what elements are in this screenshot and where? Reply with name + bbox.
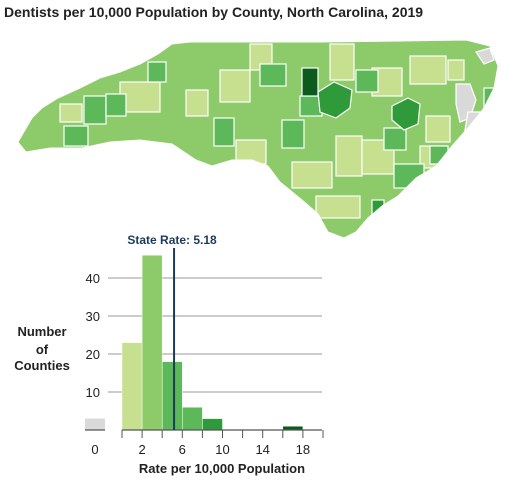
- bar-no-data: [85, 418, 105, 430]
- county-region: [447, 59, 465, 81]
- county-region: [425, 115, 451, 143]
- y-axis-title-line: of: [36, 342, 49, 357]
- histogram-bar: [121, 342, 143, 431]
- chart-title: Dentists per 10,000 Population by County…: [4, 4, 424, 20]
- county-region: [291, 161, 333, 189]
- county-region: [63, 125, 89, 147]
- axis-labels: 10 20 30 40 2 6 10 14 18 0 Rate per 10,000 Populat…: [14, 233, 310, 476]
- county-region: [391, 97, 421, 131]
- county-region: [59, 103, 83, 123]
- county-region: [147, 61, 167, 83]
- state-rate-label: State Rate: 5.18: [127, 233, 217, 247]
- county-region: [335, 135, 363, 177]
- histogram-bar: [161, 361, 183, 431]
- x-axis-title: Rate per 10,000 Population: [139, 461, 305, 476]
- county-region: [355, 69, 379, 93]
- county-region: [259, 63, 287, 87]
- no-data-tick-label: 0: [91, 442, 98, 457]
- county-region: [301, 67, 319, 97]
- x-tick-label: 10: [215, 442, 229, 457]
- x-tick-label: 18: [296, 442, 310, 457]
- county-region: [185, 89, 209, 117]
- county-region: [213, 117, 235, 147]
- county-region: [281, 119, 305, 149]
- county-region: [317, 81, 353, 119]
- county-region: [409, 55, 447, 85]
- y-axis-title-line: Counties: [14, 358, 70, 373]
- county-region: [219, 69, 251, 103]
- histogram-bar: [182, 406, 203, 431]
- county-region: [329, 43, 355, 81]
- county-region: [119, 81, 161, 113]
- histogram-bars: [85, 254, 304, 431]
- y-tick-label: 20: [86, 347, 100, 362]
- county-region: [475, 47, 495, 65]
- y-tick-label: 10: [86, 385, 100, 400]
- y-axis-title-line: Number: [17, 324, 66, 339]
- county-region: [105, 93, 127, 117]
- histogram-bar: [202, 418, 223, 431]
- histogram-bar: [141, 254, 163, 431]
- y-tick-label: 40: [86, 271, 100, 286]
- county-region: [383, 127, 407, 151]
- x-tick-label: 14: [255, 442, 269, 457]
- county-region: [315, 195, 361, 219]
- x-tick-label: 6: [179, 442, 186, 457]
- x-tick-label: 2: [138, 442, 145, 457]
- nc-county-map: [17, 39, 499, 239]
- state-outline: [17, 39, 499, 239]
- y-tick-label: 30: [86, 309, 100, 324]
- axes: [85, 248, 324, 438]
